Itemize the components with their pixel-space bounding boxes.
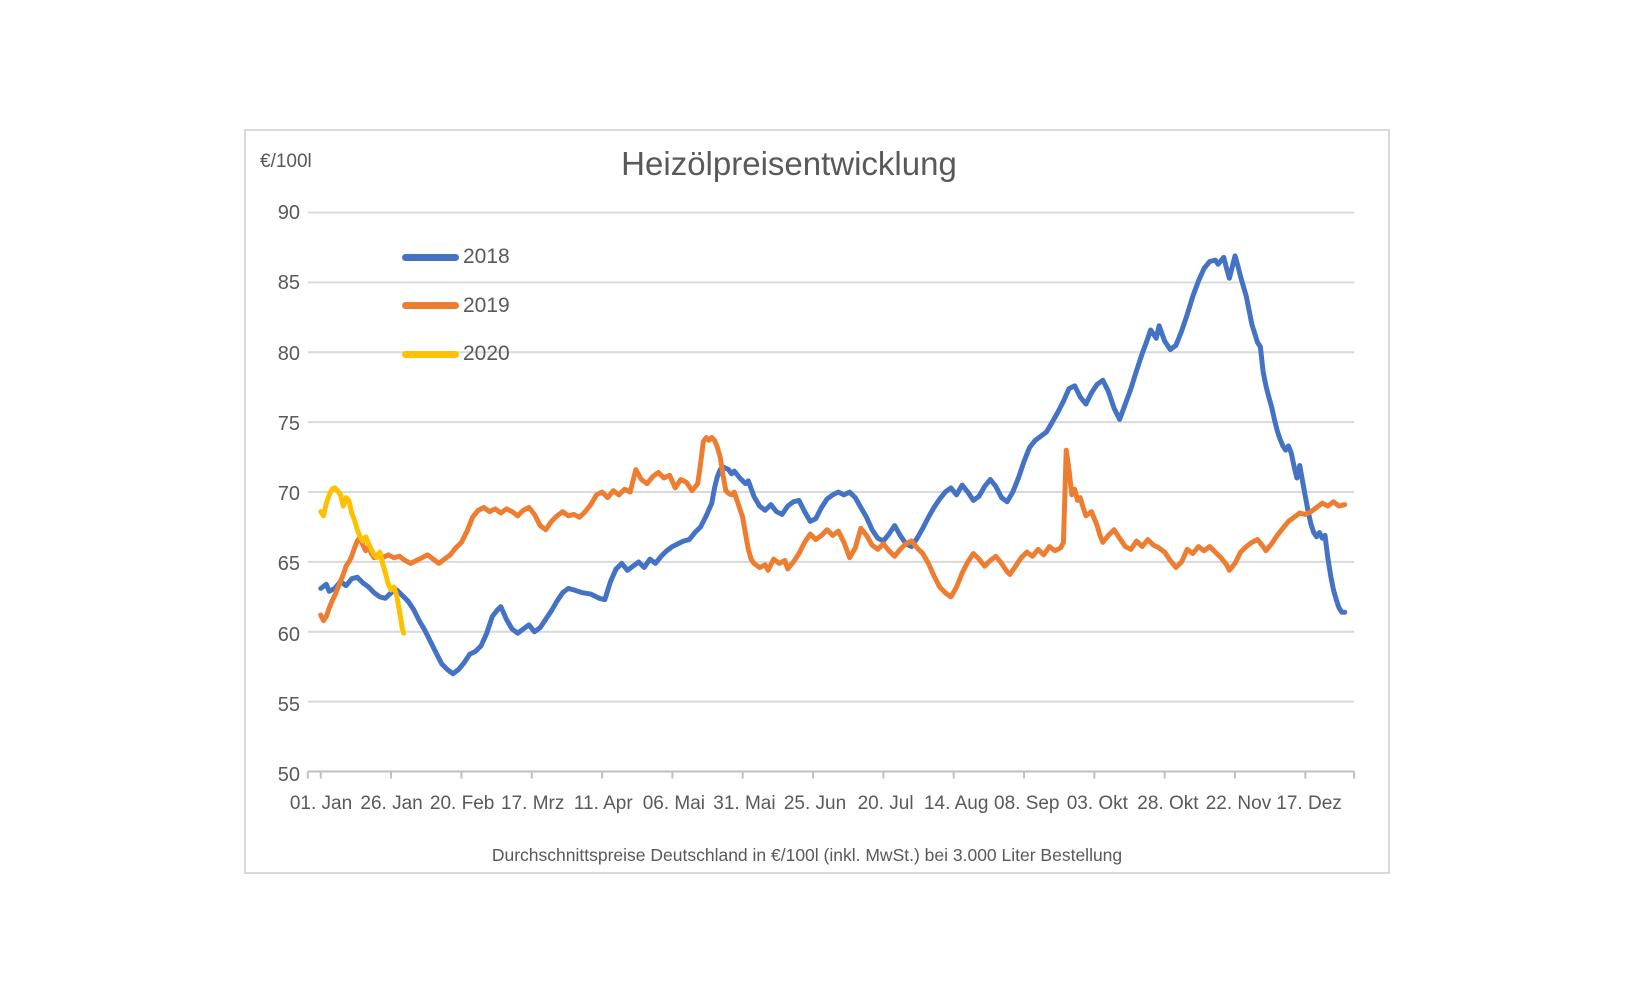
legend-label-2019: 2019 xyxy=(463,293,510,317)
legend-label-2018: 2018 xyxy=(463,245,510,268)
series-line-2018 xyxy=(318,253,1348,677)
legend-item-2018: 2018 xyxy=(402,243,510,271)
chart-panel: 90 85 80 75 70 65 60 55 50 01. Jan 26. Jan 20. Feb… xyxy=(244,129,1390,874)
legend-item-2020: 2020 xyxy=(402,340,510,368)
y-axis-unit-label: €/100l xyxy=(260,151,312,172)
x-axis-ticks xyxy=(306,771,1356,779)
legend-item-2019: 2019 xyxy=(402,292,510,320)
series-line-2020 xyxy=(318,485,407,636)
legend-label-2020: 2020 xyxy=(463,342,510,365)
series-lines xyxy=(318,253,1348,677)
legend-swatch-2020-icon xyxy=(402,350,459,358)
plot-svg xyxy=(306,211,1356,779)
series-line-2019 xyxy=(318,435,1348,624)
gridlines xyxy=(307,211,1355,773)
chart-title: Heizölpreisentwicklung xyxy=(621,145,957,182)
legend: 2018 2019 2020 xyxy=(402,243,510,389)
legend-swatch-2018-icon xyxy=(402,253,459,261)
chart-caption: Durchschnittspreise Deutschland in €/100… xyxy=(491,845,1123,865)
legend-swatch-2019-icon xyxy=(402,302,459,309)
